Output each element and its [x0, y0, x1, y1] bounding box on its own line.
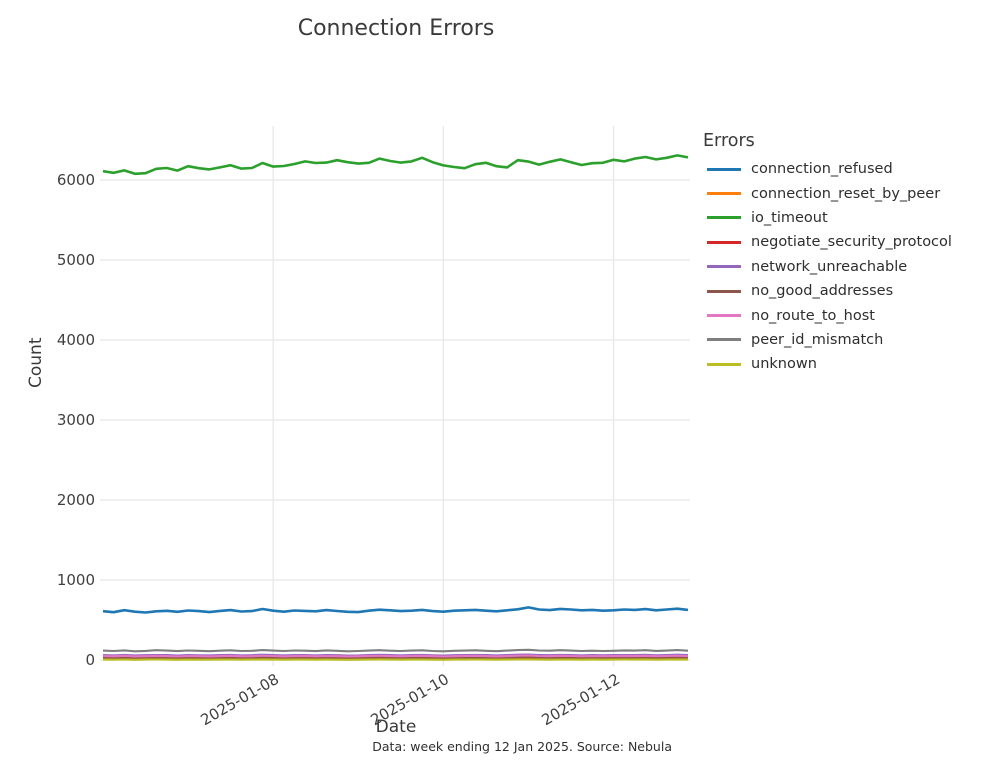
legend-item-no_route_to_host: no_route_to_host — [700, 303, 990, 327]
y-tick-1000: 1000 — [56, 571, 95, 589]
legend-label: connection_refused — [751, 161, 893, 178]
legend-item-connection_reset_by_peer: connection_reset_by_peer — [700, 181, 990, 205]
legend-label: peer_id_mismatch — [751, 331, 884, 348]
legend-label: network_unreachable — [751, 258, 908, 275]
legend-item-peer_id_mismatch: peer_id_mismatch — [700, 328, 990, 352]
legend-title: Errors — [703, 131, 755, 151]
legend-label: no_route_to_host — [751, 307, 875, 324]
legend-swatch-connection_refused — [707, 167, 741, 171]
series-line-no_good_addresses — [102, 656, 689, 659]
legend-swatch-unknown — [707, 362, 741, 366]
legend-swatch-no_route_to_host — [707, 314, 741, 318]
series-line-no_route_to_host — [102, 654, 689, 658]
legend-item-io_timeout: io_timeout — [700, 206, 990, 230]
y-tick-4000: 4000 — [56, 331, 95, 349]
y-tick-6000: 6000 — [56, 171, 95, 189]
series-line-peer_id_mismatch — [102, 648, 689, 653]
y-tick-2000: 2000 — [56, 491, 95, 509]
y-tick-0: 0 — [85, 651, 95, 669]
y-tick-5000: 5000 — [56, 251, 95, 269]
legend-label: connection_reset_by_peer — [751, 185, 941, 202]
series-line-connection_refused — [102, 606, 689, 614]
x-axis-label: Date — [375, 717, 417, 737]
legend-swatch-peer_id_mismatch — [707, 338, 741, 342]
series-line-io_timeout — [102, 154, 689, 176]
legend-label: io_timeout — [751, 209, 828, 226]
chart-title: Connection Errors — [297, 16, 495, 41]
legend-item-unknown: unknown — [700, 352, 990, 376]
legend-swatch-io_timeout — [707, 216, 741, 220]
legend: Errors connection_refused connection_rese… — [700, 131, 990, 377]
legend-swatch-no_good_addresses — [707, 289, 741, 293]
legend-label: no_good_addresses — [751, 283, 894, 300]
legend-swatch-negotiate_security_protocol — [707, 240, 741, 244]
legend-item-negotiate_security_protocol: negotiate_security_protocol — [700, 230, 990, 254]
legend-item-no_good_addresses: no_good_addresses — [700, 279, 990, 303]
legend-label: negotiate_security_protocol — [751, 234, 952, 251]
legend-item-network_unreachable: network_unreachable — [700, 255, 990, 279]
legend-items: connection_refused connection_reset_by_pe… — [700, 157, 990, 377]
legend-label: unknown — [751, 356, 817, 373]
chart-caption: Data: week ending 12 Jan 2025. Source: N… — [372, 739, 672, 754]
legend-swatch-connection_reset_by_peer — [707, 192, 741, 196]
legend-item-connection_refused: connection_refused — [700, 157, 990, 181]
y-tick-3000: 3000 — [56, 411, 95, 429]
legend-swatch-network_unreachable — [707, 265, 741, 269]
